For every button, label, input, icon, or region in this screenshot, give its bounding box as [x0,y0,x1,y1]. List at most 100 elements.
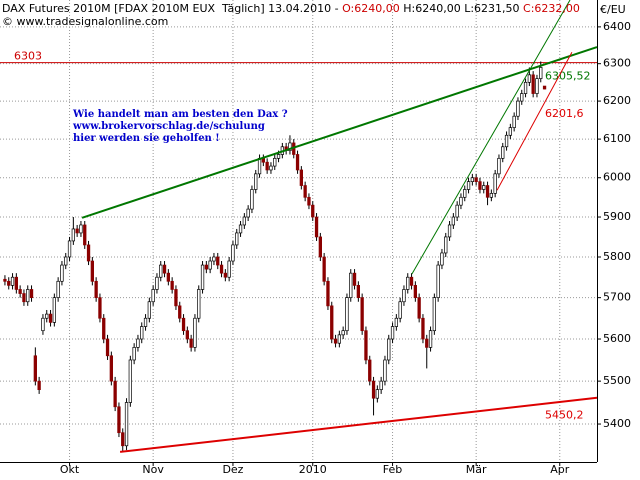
candle-body [102,317,106,340]
trend-label: 6201,6 [545,107,584,120]
x-tick-label: Mär [466,463,487,476]
candle-body [539,67,543,79]
candle-body [60,264,64,282]
candle-body [364,330,368,361]
y-tick-label: 6100 [603,132,631,145]
candle-body [197,289,201,319]
candle-body [216,256,220,266]
candle-body [200,264,205,290]
candle-body [22,293,26,303]
candle-body [75,228,79,234]
candle-body [349,272,353,298]
candle-body [223,272,227,278]
candle-body [166,272,170,282]
candle-body [105,338,110,357]
candle-body [64,256,68,266]
candle-body [254,173,258,190]
candle-body [440,252,444,266]
candle-body [41,317,45,332]
candle-body [383,359,387,382]
annotation-line: Wie handelt man am besten den Dax ? [73,109,288,120]
candle-body [29,289,34,298]
candle-body [493,173,497,194]
candle-body [162,264,167,274]
candle-body [504,134,509,148]
candle-body [71,228,75,242]
candle-body [98,297,102,319]
hl-text: H:6240,00 L:6231,50 [399,2,524,15]
header: DAX Futures 2010M [FDAX 2010M EUX Täglic… [2,3,580,15]
x-tick-label: Nov [142,463,164,476]
candle-body [170,280,174,290]
candle-body [276,154,281,159]
y-tick-label: 5400 [603,417,631,430]
candle-body [432,297,437,332]
candle-body [288,142,292,151]
candle-body [535,78,539,94]
candle-body [390,326,395,340]
candle-body [212,256,216,262]
candle-body [470,177,475,182]
trend-label: 6305,52 [545,69,591,82]
candle-body [273,157,277,167]
level-label: 6303 [14,50,42,63]
candle-body [444,236,448,254]
candle-body [52,297,56,323]
candle-body [246,208,250,218]
y-tick-label: 6300 [603,57,631,70]
candle-body [303,185,307,198]
candle-body [231,244,235,262]
candle-body [265,161,269,171]
candle-body [204,264,208,270]
candle-body [14,276,18,290]
candle-body [10,276,15,286]
y-tick-label: 5700 [603,291,631,304]
candle-body [330,305,334,340]
annotation-line: hier werden sie geholfen ! [73,133,220,144]
candle-body [322,256,326,282]
candle-body [542,85,547,90]
y-tick-label: 5600 [603,332,631,345]
candle-body [360,297,364,332]
candle-body [189,338,193,348]
candle-body [181,317,186,332]
x-tick-label: Apr [550,463,570,476]
candle-body [326,280,330,307]
candle-body [295,154,300,171]
candle-body [345,297,349,332]
annotation: Wie handelt man am besten den Dax ? www.… [73,109,288,145]
candle-body [86,244,91,262]
candle-body [508,127,513,136]
currency: €/EU [600,3,626,16]
y-tick-label: 5500 [603,374,631,387]
candle-body [90,260,94,282]
candle-body [193,317,197,348]
candle-body [132,347,136,361]
candle-body [83,224,87,246]
candle-body [250,189,254,210]
candle-body [436,264,440,298]
y-tick-label: 6200 [603,94,631,107]
candle-body [37,380,41,391]
candle-body [520,93,524,102]
candle-body [67,240,72,258]
candle-body [185,330,189,340]
candle-body [482,185,486,190]
candle-body [402,289,406,303]
candle-body [48,313,53,323]
candle-body [257,157,262,175]
candle-body [421,317,425,340]
candle-body [352,272,357,286]
candle-body [307,196,311,206]
y-tick-label: 5900 [603,210,631,223]
candle-body [512,115,516,128]
candle-body [3,278,7,282]
candle-body [387,338,391,361]
candle-body [523,81,528,94]
candle-body [227,260,231,278]
copyright: © www.tradesignalonline.com [2,15,169,28]
candle-body [269,165,273,171]
candle-body [318,236,323,258]
